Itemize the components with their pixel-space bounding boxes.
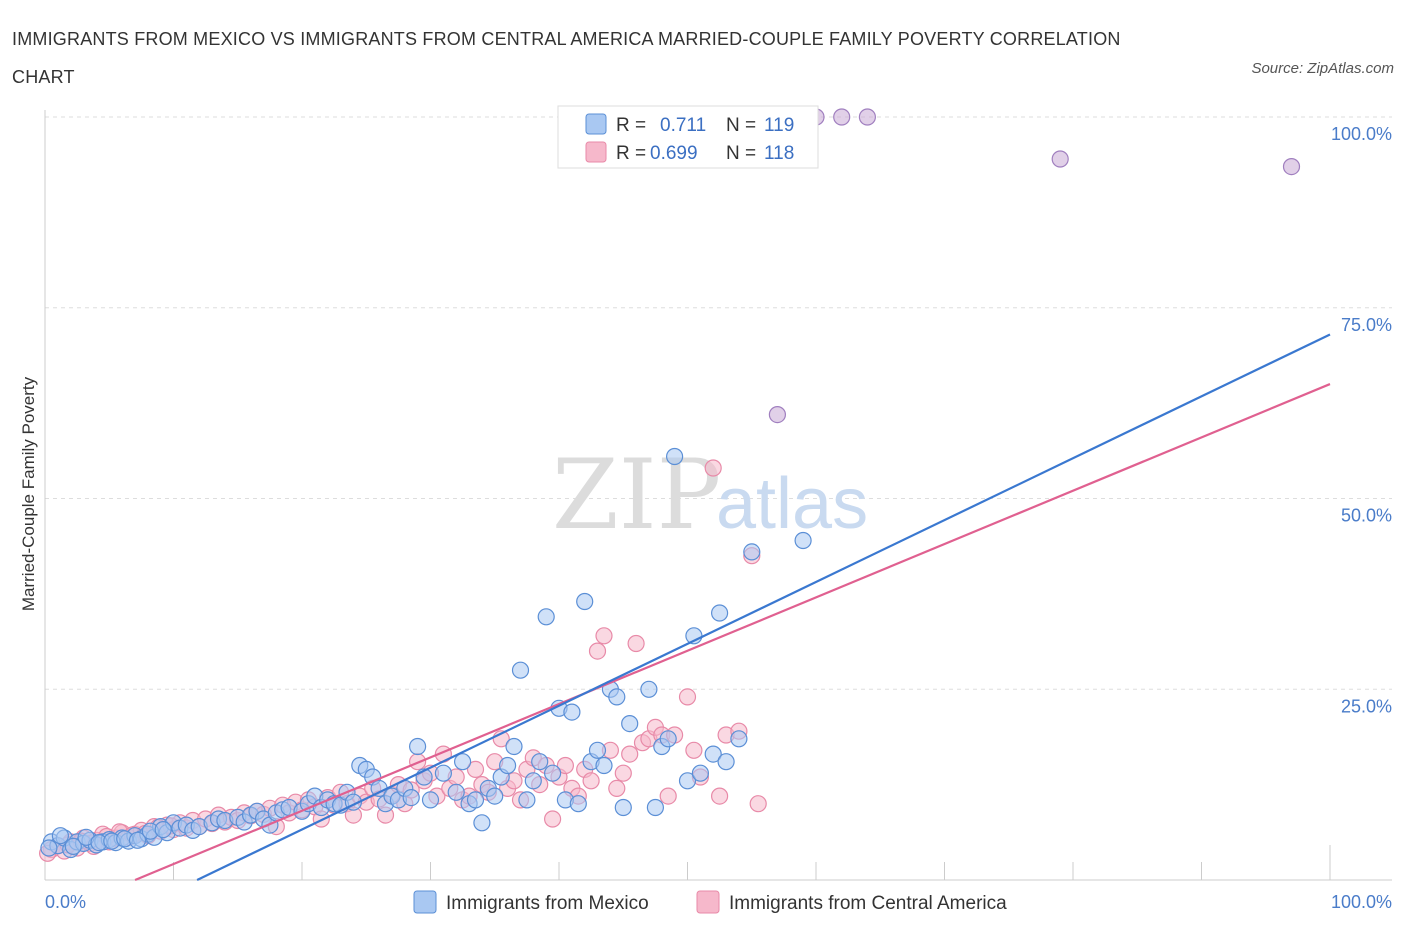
mexico-point-96 [717,753,735,771]
source-credit: Source: ZipAtlas.com [1251,60,1394,77]
mexico-point-94 [704,745,722,763]
mexico-point-71 [531,753,549,771]
mexico-point-83 [608,688,626,706]
watermark: ZIP atlas [552,439,868,551]
mexico-point-61 [466,791,485,809]
series-mexico-points [40,108,1301,859]
series-legend: Immigrants from Mexico Immigrants from C… [413,890,1007,914]
central-america-point-106 [749,795,767,813]
mexico-point-53 [402,788,420,807]
grid-lines [45,116,1392,690]
mexico-point-99 [768,406,787,424]
mexico-point-90 [665,447,684,466]
mexico-point-56 [421,791,440,809]
bottom-legend-swatch-central-america [696,890,720,914]
central-america-point-66 [466,760,485,779]
mexico-point-73 [543,764,562,782]
mexico-point-102 [833,108,851,126]
mexico-point-93 [691,764,710,782]
mexico-point-105 [1282,158,1301,176]
bottom-legend-swatch-mexico [413,890,437,914]
mexico-point-70 [524,772,542,790]
legend-n-value-mexico: 119 [764,115,794,136]
mexico-point-67 [505,737,523,756]
legend-n-label-mexico: N = [726,115,756,136]
mexico-point-68 [511,661,530,679]
mexico-point-89 [659,730,677,748]
central-america-point-99 [685,741,703,759]
mexico-point-103 [858,108,877,126]
mexico-point-66 [499,756,517,775]
central-america-point-89 [614,764,632,782]
central-america-point-96 [659,787,677,805]
mexico-point-57 [434,764,452,782]
chart-title: IMMIGRANTS FROM MEXICO VS IMMIGRANTS FRO… [12,29,1121,87]
mexico-point-81 [595,756,613,775]
trend-line-central-america [134,383,1331,882]
watermark-zip: ZIP [552,439,721,551]
mexico-point-91 [678,772,697,790]
mexico-point-77 [569,795,587,813]
x-tick-label-1: 100.0% [1331,892,1392,912]
mexico-point-62 [473,814,491,832]
central-america-point-85 [588,642,607,660]
bottom-legend-label-central-america: Immigrants from Central America [729,893,1007,914]
mexico-point-78 [576,592,594,611]
mexico-point-108 [64,837,82,856]
mexico-point-80 [588,741,607,759]
legend-n-label-central-america: N = [726,143,756,164]
mexico-point-69 [518,791,536,809]
y-tick-label-0: 25.0% [1341,696,1392,716]
central-america-point-91 [627,634,645,653]
mexico-point-104 [1051,150,1069,168]
central-america-point-98 [678,688,697,706]
central-america-point-80 [556,756,575,775]
legend-n-value-central-america: 118 [764,143,794,164]
mexico-point-95 [710,604,729,622]
central-america-point-88 [608,779,626,798]
mexico-point-72 [537,608,555,626]
legend-r-value-mexico: 0.711 [660,115,706,136]
mexico-point-113 [128,831,147,849]
legend-swatch-central-america [585,141,607,163]
bottom-legend-label-mexico: Immigrants from Mexico [446,893,649,914]
mexico-point-76 [563,703,581,721]
legend-r-value-central-america: 0.699 [650,143,698,164]
trend-lines [134,333,1331,882]
mexico-point-85 [621,714,639,733]
mexico-point-107 [51,827,70,845]
x-tick-label-0: 0.0% [45,892,86,912]
central-america-point-78 [543,810,562,828]
mexico-point-59 [454,753,472,771]
central-america-point-84 [582,772,600,790]
mexico-point-115 [154,820,172,839]
y-axis-label: Married-Couple Family Poverty [19,376,38,611]
mexico-point-98 [743,543,761,561]
x-tick-labels: 0.0% 100.0% [45,892,1392,912]
central-america-point-86 [595,627,613,645]
trend-line-mexico [196,333,1331,881]
mexico-point-100 [794,531,812,550]
mexico-point-86 [640,680,658,698]
legend-r-label-mexico: R = [616,115,646,136]
legend-swatch-mexico [585,113,607,135]
mexico-point-87 [646,798,665,817]
mexico-point-54 [409,737,427,756]
watermark-atlas: atlas [716,464,868,544]
correlation-legend: R = 0.711 N = 119 R = 0.699 N = 118 [557,105,819,169]
central-america-point-90 [621,745,639,763]
mexico-point-106 [40,839,58,857]
mexico-point-58 [447,783,465,801]
legend-r-label-central-america: R = [616,143,646,164]
y-tick-label-3: 100.0% [1331,124,1392,144]
central-america-point-102 [710,787,729,805]
y-tick-label-1: 50.0% [1341,506,1392,526]
y-tick-labels: 25.0% 50.0% 75.0% 100.0% [1331,124,1392,716]
mexico-point-84 [614,798,632,817]
y-tick-label-2: 75.0% [1341,315,1392,335]
mexico-point-64 [486,787,504,805]
mexico-point-97 [730,730,748,748]
central-america-point-101 [704,459,722,477]
